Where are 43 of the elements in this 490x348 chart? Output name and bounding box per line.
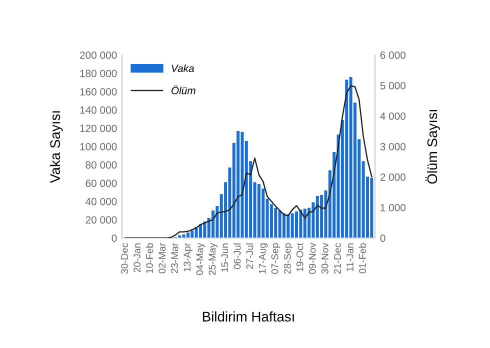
y2-tick-label: 1 000 <box>380 204 406 212</box>
y-tick-label: 80 000 <box>86 161 117 169</box>
x-tick-label: 17-Aug <box>258 243 268 274</box>
x-tick-label: 10-Feb <box>146 243 153 273</box>
y-tick-label: 20 000 <box>86 216 117 224</box>
x-tick-label: 20-Jan <box>134 243 140 272</box>
y-tick-label: 120 000 <box>80 124 117 132</box>
y-tick-label: 140 000 <box>80 106 117 114</box>
y2-tick-label: 0 <box>380 234 386 242</box>
x-tick-label: 06-Jul <box>234 244 241 269</box>
x-tick-label: 30-Nov <box>321 242 328 274</box>
x-axis-title: Bildirim Haftası <box>202 311 294 322</box>
y-axis-title: Vaka Sayısı <box>50 111 63 183</box>
y2-tick-label: 6 000 <box>380 52 406 59</box>
y-tick-label: 180 000 <box>80 70 117 78</box>
y-tick-label: 60 000 <box>86 180 117 187</box>
x-tick-label: 15-Jun <box>221 243 228 272</box>
x-tick-label: 25-May <box>208 242 218 275</box>
y2-tick-label: 5 000 <box>380 82 406 90</box>
x-tick-label: 19-Oct <box>296 242 304 272</box>
x-tick-label: 13-Apr <box>184 243 192 272</box>
y2-tick-label: 2 000 <box>380 174 406 181</box>
x-tick-label: 11-Jan <box>346 243 354 272</box>
x-tick-label: 23-Mar <box>171 243 178 274</box>
x-tick-label: 09-Nov <box>308 242 316 274</box>
y-tick-label: 160 000 <box>80 88 117 96</box>
x-tick-label: 01-Feb <box>358 243 366 274</box>
y2-axis-title: Ölüm Sayısı <box>425 110 440 184</box>
legend-label: Ölüm <box>172 85 196 94</box>
x-tick-label: 21-Dec <box>334 243 341 274</box>
y-tick-label: 40 000 <box>86 198 117 206</box>
y2-tick-label: 4 000 <box>380 112 406 120</box>
x-tick-label: 27-Jul <box>246 244 254 269</box>
y-tick-label: 0 <box>112 234 117 242</box>
x-tick-label: 04-May <box>196 242 206 275</box>
x-tick-label: 28-Sep <box>284 243 293 274</box>
x-tick-label: 30-Dec <box>121 243 128 274</box>
x-tick-label: 02-Mar <box>158 243 166 274</box>
x-tick-label: 07-Sep <box>271 243 280 274</box>
y2-tick-label: 3 000 <box>380 143 406 150</box>
y-tick-label: 200 000 <box>80 52 117 59</box>
y-tick-label: 100 000 <box>80 143 117 150</box>
legend-label: Vaka <box>172 64 194 72</box>
